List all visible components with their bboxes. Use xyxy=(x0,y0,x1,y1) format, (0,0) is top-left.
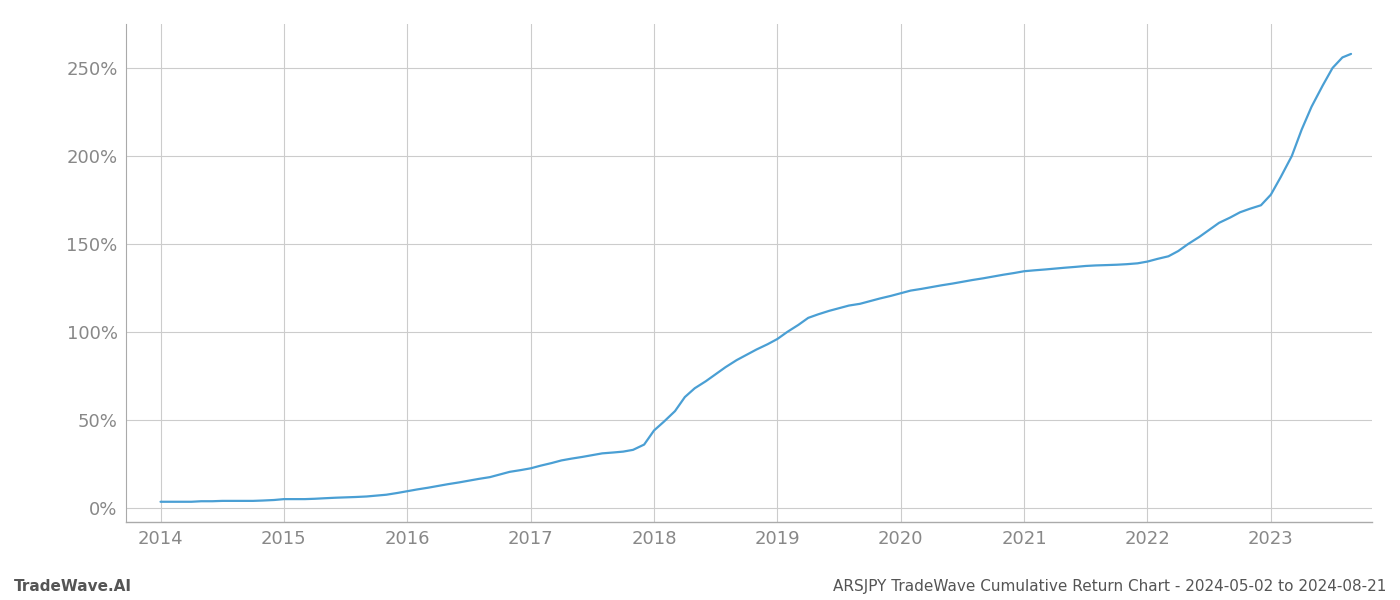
Text: ARSJPY TradeWave Cumulative Return Chart - 2024-05-02 to 2024-08-21: ARSJPY TradeWave Cumulative Return Chart… xyxy=(833,579,1386,594)
Text: TradeWave.AI: TradeWave.AI xyxy=(14,579,132,594)
